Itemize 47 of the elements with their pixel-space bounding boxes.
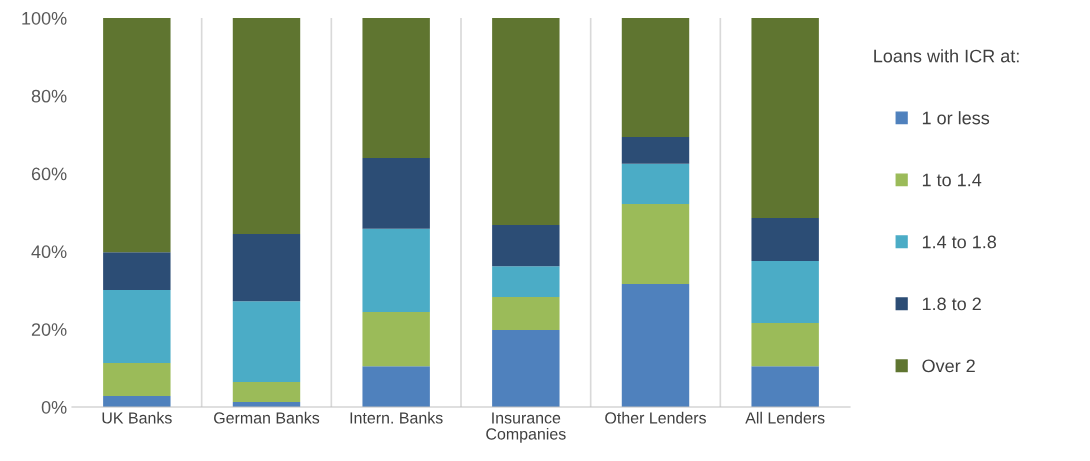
bar <box>232 382 301 402</box>
bar <box>621 284 690 407</box>
bar <box>362 18 430 159</box>
x-tick-label: German Banks <box>214 411 320 424</box>
bar <box>232 301 301 383</box>
bar <box>362 228 430 313</box>
legend-label: 1.8 to 2 <box>922 297 981 311</box>
y-tick-label: 40% <box>31 245 67 259</box>
x-tick-label: Other Lenders <box>605 411 706 424</box>
bar <box>621 18 690 138</box>
bar <box>751 261 819 323</box>
y-tick-label: 80% <box>31 89 67 103</box>
bar <box>621 137 690 164</box>
bar <box>621 163 690 204</box>
bar <box>492 224 560 267</box>
bar <box>751 322 819 367</box>
bar <box>751 18 819 218</box>
y-tick-label: 20% <box>31 323 67 336</box>
x-tick-label: Intern. Banks <box>350 411 443 424</box>
bar <box>103 363 171 397</box>
bar <box>492 296 560 330</box>
legend-label: Over 2 <box>922 359 975 373</box>
bar <box>492 18 560 225</box>
bar <box>621 203 690 285</box>
bar <box>103 18 171 253</box>
bar <box>232 18 301 234</box>
bar <box>362 312 430 367</box>
bar <box>492 266 560 297</box>
bar <box>362 366 430 407</box>
bar <box>751 217 819 262</box>
y-tick-label: 100% <box>22 11 67 25</box>
bar <box>103 252 171 290</box>
legend-label: 1 to 1.4 <box>922 173 982 187</box>
legend-label: 1 or less <box>922 111 990 125</box>
bar <box>492 329 560 407</box>
legend-label: 1.4 to 1.8 <box>922 235 997 249</box>
x-tick-label: Insurance Companies <box>486 412 566 443</box>
bar <box>103 289 171 364</box>
y-tick-label: 60% <box>31 167 67 181</box>
bar <box>103 396 171 407</box>
x-tick-label: All Lenders <box>745 411 825 424</box>
x-tick-label: UK Banks <box>102 411 172 424</box>
bar <box>751 366 819 407</box>
y-tick-label: 0% <box>41 400 67 414</box>
bar <box>362 158 430 229</box>
bar <box>232 233 301 302</box>
legend-title: Loans with ICR at: <box>874 49 1019 63</box>
